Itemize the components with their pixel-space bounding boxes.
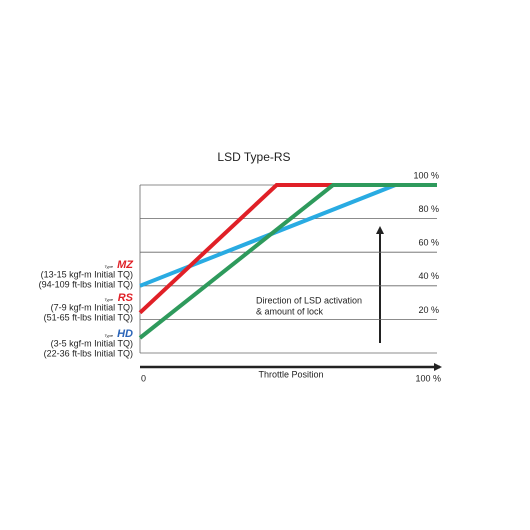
legend-logo: RS [118, 292, 134, 304]
legend-logo: HD [117, 328, 133, 340]
legend-prefix: Type [104, 333, 113, 338]
legend-note: (22-36 ft-lbs Initial TQ) [44, 348, 133, 358]
series-line [138, 183, 437, 315]
legend-note: (13-15 kgf-m Initial TQ) [41, 269, 133, 279]
legend-prefix: Type [104, 297, 113, 302]
annotation: & amount of lock [256, 306, 324, 316]
series-line [138, 183, 437, 340]
legend-note: (51-65 ft-lbs Initial TQ) [44, 312, 133, 322]
y-tick-label: 20 % [418, 305, 439, 315]
x-axis-label: Throttle Position [258, 369, 323, 379]
legend-note: (3-5 kgf-m Initial TQ) [51, 338, 133, 348]
y-tick-label: 80 % [418, 204, 439, 214]
y-tick-label: 60 % [418, 238, 439, 248]
annotation: Direction of LSD activation [256, 295, 362, 305]
y-tick-label: 40 % [418, 271, 439, 281]
legend-prefix: Type [104, 264, 113, 269]
legend-logo: MZ [117, 259, 134, 271]
legend-note: (94-109 ft-lbs Initial TQ) [39, 279, 133, 289]
y-tick-label: 100 % [413, 170, 439, 180]
chart-title: LSD Type-RS [217, 150, 290, 164]
x-tick-label: 0 [141, 373, 146, 383]
legend-note: (7-9 kgf-m Initial TQ) [51, 302, 133, 312]
x-tick-label: 100 % [415, 373, 441, 383]
